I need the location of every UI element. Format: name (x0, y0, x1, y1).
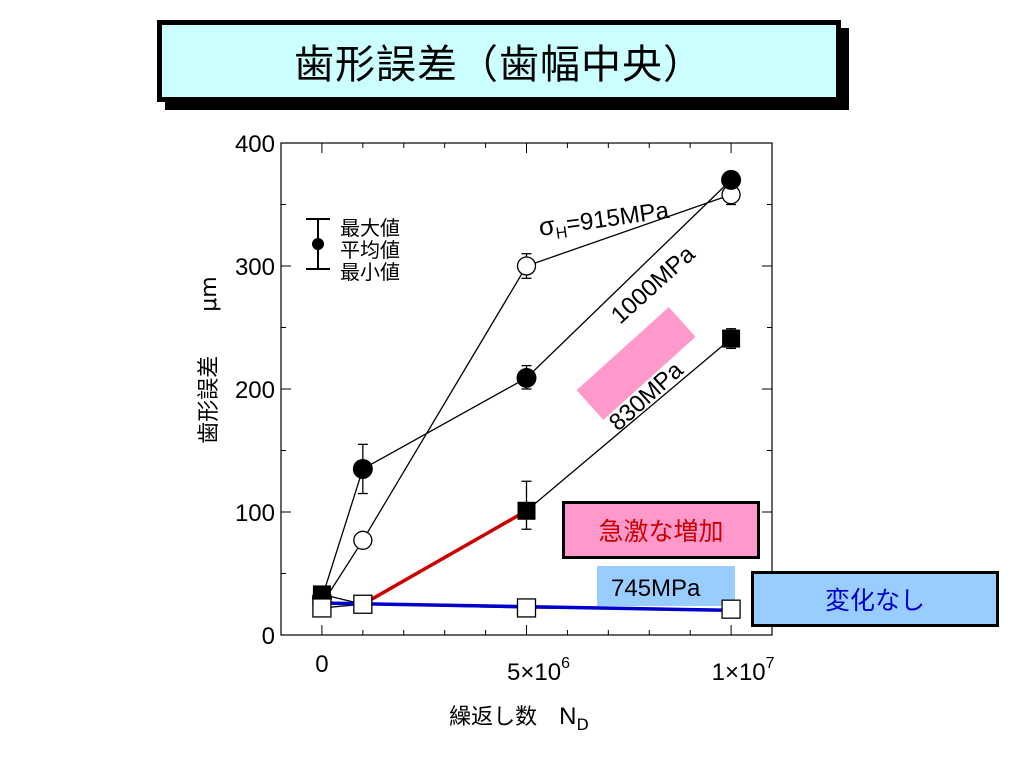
y-tick-label: 400 (235, 131, 275, 158)
increase-callout: 急激な増加 (562, 501, 760, 559)
legend-marker (312, 238, 324, 250)
data-point (721, 599, 741, 619)
y-tick-label: 100 (235, 500, 275, 527)
series-label-bg-830 (576, 307, 696, 420)
x-tick-label: 5×106 (507, 655, 570, 686)
legend-text: 平均値 (340, 238, 400, 262)
no-change-callout: 変化なし (751, 571, 999, 627)
data-point (352, 458, 373, 479)
data-point (353, 594, 373, 614)
series-label-bg-745 (597, 566, 735, 606)
y-axis-label: 歯形誤差 μm (197, 276, 222, 443)
x-tick-label: 0 (315, 651, 328, 678)
x-axis-label: 繰返し数 ND (449, 703, 589, 734)
data-point (516, 367, 537, 388)
series-line (321, 194, 732, 605)
data-point (312, 598, 332, 618)
increase-callout-text: 急激な増加 (598, 517, 724, 546)
legend-text: 最小値 (340, 260, 400, 284)
page-title: 歯形誤差（歯幅中央） (294, 42, 704, 88)
data-point (722, 329, 741, 348)
series-label-1000: 1000MPa (606, 240, 701, 329)
data-point (516, 598, 537, 618)
y-tick-label: 300 (235, 254, 275, 281)
y-tick-label: 200 (235, 377, 275, 404)
legend-text: 最大値 (340, 216, 400, 240)
trend-line-red (361, 509, 528, 606)
data-point (516, 256, 537, 276)
data-point (517, 501, 536, 520)
series-label-915: σH=915MPa (537, 194, 672, 245)
no-change-callout-text: 変化なし (824, 586, 925, 615)
title-box: 歯形誤差（歯幅中央） (157, 20, 841, 102)
series-line (321, 179, 732, 599)
data-point (353, 530, 373, 550)
y-tick-label: 0 (262, 623, 275, 650)
x-tick-label: 1×107 (712, 655, 775, 686)
data-point (721, 169, 742, 190)
series-label-745: 745MPa (611, 575, 701, 602)
